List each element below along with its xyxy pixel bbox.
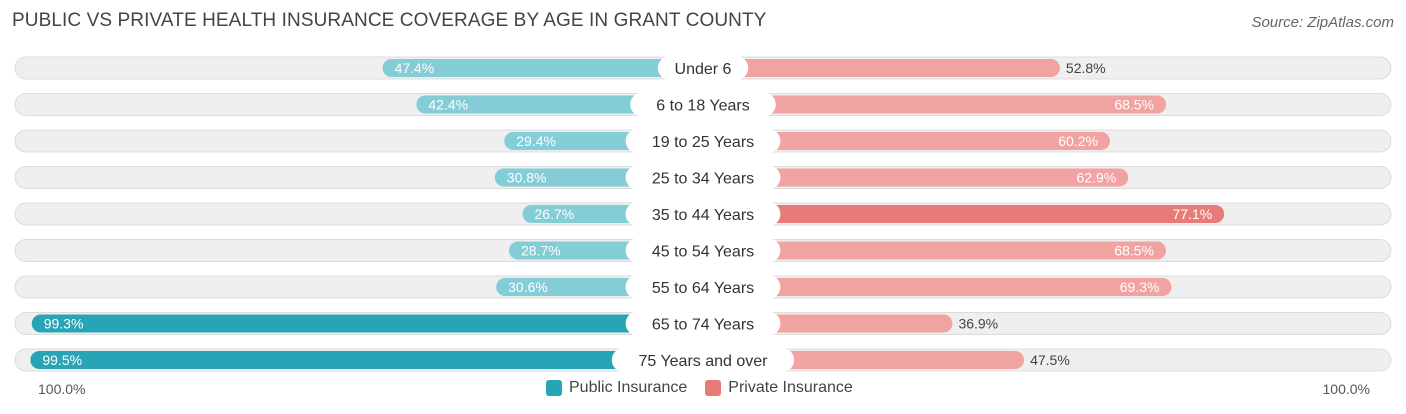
legend-label-public: Public Insurance — [569, 379, 688, 396]
private-value-label: 77.1% — [1172, 206, 1212, 222]
category-pill — [625, 202, 781, 226]
public-value-label: 30.8% — [507, 170, 547, 186]
public-value-label: 42.4% — [428, 97, 468, 113]
private-value-label: 36.9% — [958, 316, 998, 332]
private-value-label: 52.8% — [1066, 60, 1106, 76]
private-value-label: 62.9% — [1077, 170, 1117, 186]
category-pill — [625, 275, 781, 299]
private-bar — [703, 168, 1129, 187]
public-value-label: 30.6% — [508, 279, 548, 295]
private-value-label: 60.2% — [1058, 133, 1098, 149]
private-bar — [703, 132, 1110, 150]
legend-item-private: Private Insurance — [705, 379, 853, 397]
private-value-label: 47.5% — [1030, 352, 1070, 368]
public-value-label: 99.5% — [42, 352, 82, 368]
private-bar — [703, 59, 1060, 77]
source-note: Source: ZipAtlas.com — [1251, 14, 1394, 31]
public-value-label: 26.7% — [535, 206, 575, 222]
private-value-label: 68.5% — [1114, 243, 1154, 259]
category-label: 25 to 34 Years — [652, 171, 754, 188]
category-label: 75 Years and over — [639, 353, 769, 370]
legend-item-public: Public Insurance — [546, 379, 687, 397]
legend: Public Insurance Private Insurance — [546, 379, 871, 397]
public-value-label: 29.4% — [516, 133, 556, 149]
private-bar — [703, 205, 1225, 223]
public-value-label: 99.3% — [44, 316, 84, 332]
legend-swatch-private — [705, 380, 722, 396]
private-bar — [703, 95, 1167, 114]
private-bar — [703, 241, 1167, 260]
category-pill — [625, 129, 781, 153]
public-bar — [30, 351, 703, 369]
category-label: 65 to 74 Years — [652, 317, 754, 334]
public-value-label: 47.4% — [395, 60, 435, 76]
category-pill — [625, 165, 781, 190]
public-bar — [31, 314, 704, 333]
legend-label-private: Private Insurance — [728, 379, 853, 396]
category-label: 45 to 54 Years — [652, 244, 754, 261]
private-bar — [703, 278, 1172, 296]
category-pill — [611, 348, 795, 372]
public-value-label: 28.7% — [521, 243, 561, 259]
legend-swatch-public — [546, 380, 562, 396]
category-pill — [657, 56, 749, 80]
category-pill — [630, 92, 776, 117]
category-label: 55 to 64 Years — [652, 280, 754, 297]
public-bar — [382, 59, 703, 77]
axis-left-label: 100.0% — [38, 381, 86, 397]
chart-title: PUBLIC VS PRIVATE HEALTH INSURANCE COVER… — [12, 10, 767, 31]
category-pill — [625, 238, 781, 263]
category-label: 35 to 44 Years — [652, 207, 754, 224]
axis-right-label: 100.0% — [1322, 381, 1370, 397]
category-label: Under 6 — [675, 61, 732, 78]
category-pill — [625, 311, 781, 336]
private-value-label: 68.5% — [1114, 97, 1154, 113]
private-value-label: 69.3% — [1120, 279, 1160, 295]
category-label: 19 to 25 Years — [652, 134, 754, 151]
category-label: 6 to 18 Years — [656, 98, 749, 115]
